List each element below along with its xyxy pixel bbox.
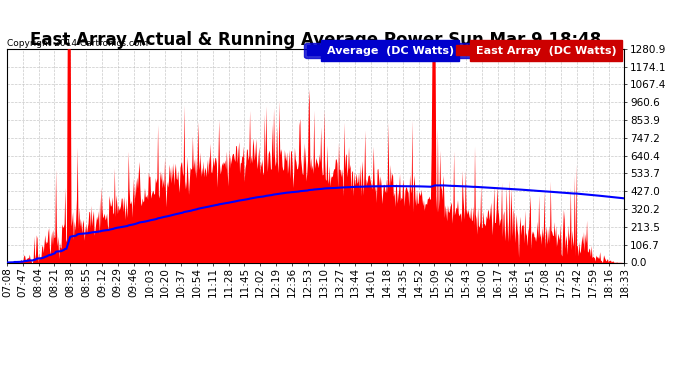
Title: East Array Actual & Running Average Power Sun Mar 9 18:48: East Array Actual & Running Average Powe… xyxy=(30,31,601,49)
Text: Copyright 2014 Cartronics.com: Copyright 2014 Cartronics.com xyxy=(7,39,148,48)
Legend: Average  (DC Watts), East Array  (DC Watts): Average (DC Watts), East Array (DC Watts… xyxy=(304,42,619,58)
